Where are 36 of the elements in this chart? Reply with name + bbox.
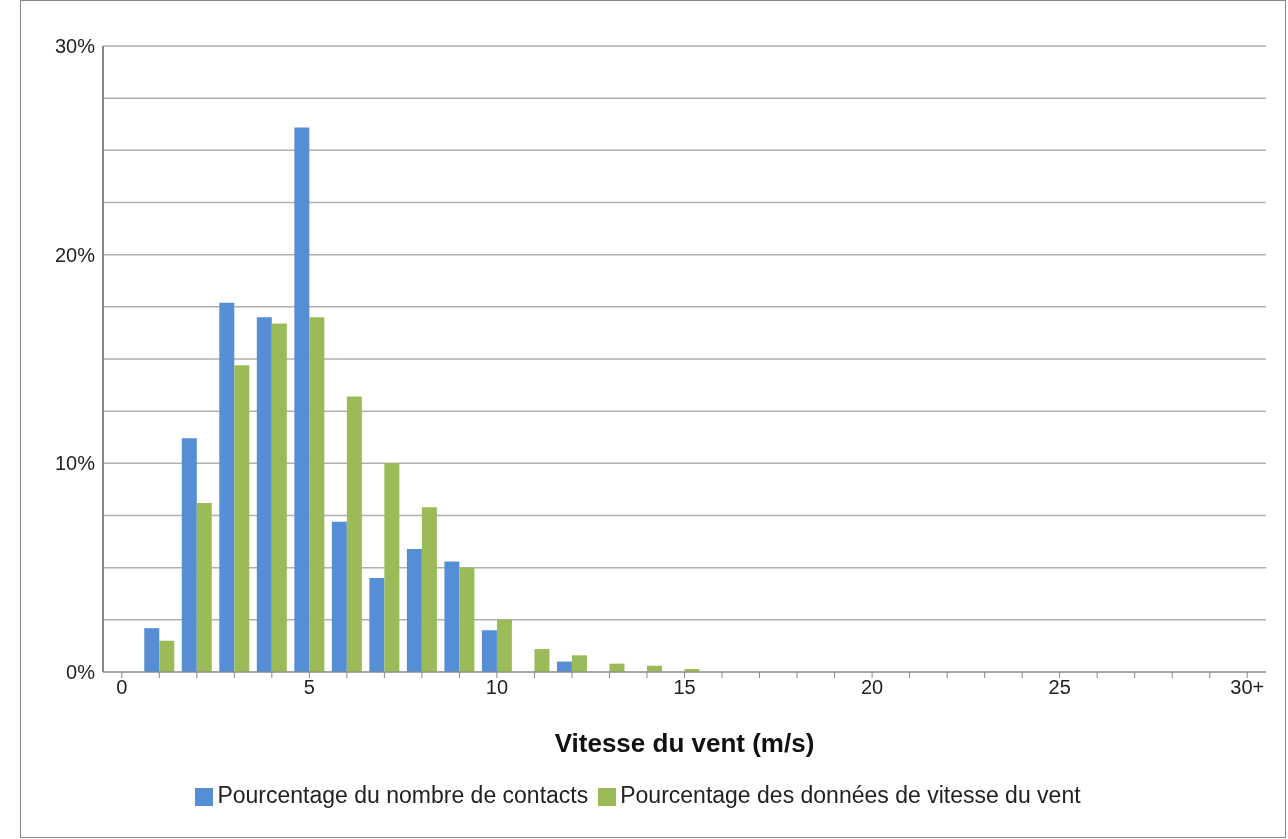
- y-tick-label: 30%: [54, 35, 96, 58]
- y-tick-label: 0%: [66, 661, 96, 684]
- bar: [384, 463, 400, 672]
- x-tick-label: 30+: [1230, 676, 1265, 699]
- bar: [294, 127, 310, 672]
- bar: [496, 619, 512, 672]
- x-axis-title: Vitesse du vent (m/s): [554, 728, 815, 759]
- x-tick-label: 10: [485, 676, 509, 699]
- x-tick-label: 20: [860, 676, 884, 699]
- bar: [271, 323, 287, 672]
- bar: [159, 640, 175, 672]
- x-tick-label: 5: [303, 676, 315, 699]
- bar: [181, 438, 197, 672]
- bar: [331, 521, 347, 672]
- y-tick-label: 10%: [54, 452, 96, 475]
- y-tick-label: 20%: [54, 243, 96, 266]
- bar: [256, 317, 272, 672]
- bar: [234, 365, 250, 672]
- bar: [421, 507, 437, 672]
- x-tick-label: 15: [673, 676, 696, 699]
- legend-label: Pourcentage du nombre de contacts: [217, 782, 589, 808]
- bar: [406, 548, 422, 672]
- bar: [369, 578, 385, 672]
- bar: [346, 396, 362, 672]
- bar: [481, 630, 497, 672]
- legend-label: Pourcentage des données de vitesse du vent: [620, 782, 1081, 808]
- x-tick-label: 0: [116, 676, 128, 699]
- bar: [444, 561, 460, 672]
- bar: [534, 649, 550, 672]
- bar: [571, 655, 587, 672]
- bar: [459, 567, 475, 672]
- bar: [309, 317, 325, 672]
- bar: [196, 502, 212, 672]
- x-tick-label: 25: [1048, 676, 1071, 699]
- bar: [144, 628, 160, 672]
- bar: [219, 302, 235, 672]
